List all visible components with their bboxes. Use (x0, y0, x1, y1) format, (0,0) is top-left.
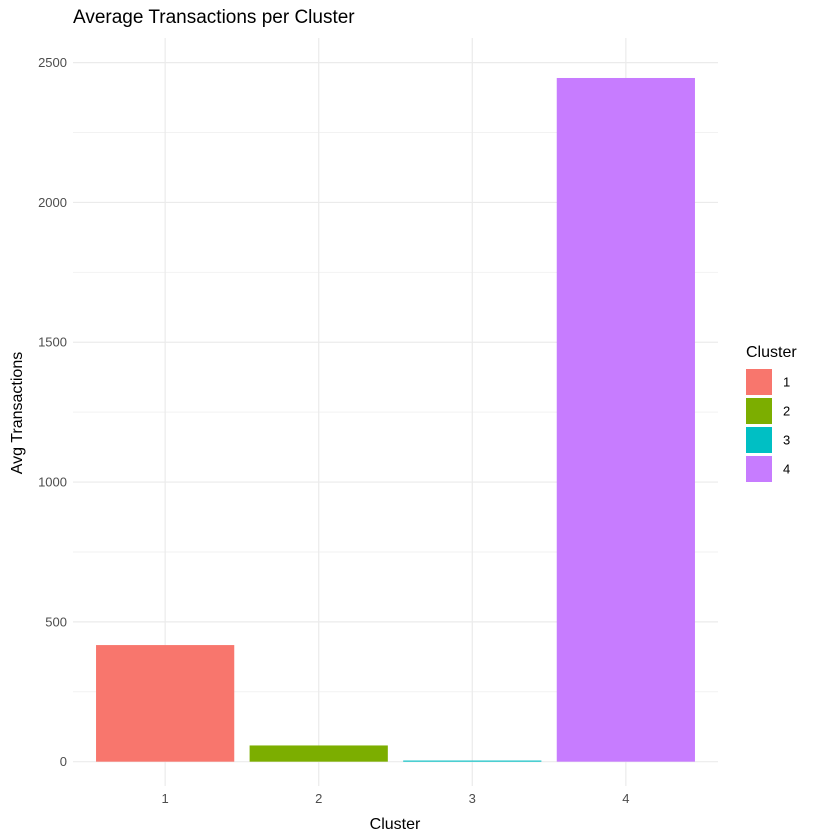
legend-items: 1 2 3 4 (746, 369, 790, 482)
legend-title: Cluster (746, 344, 797, 361)
y-tick-label: 2500 (38, 55, 67, 70)
y-tick-label: 0 (60, 754, 67, 769)
bar-cluster-2 (249, 745, 388, 762)
y-tick-label: 1500 (38, 335, 67, 350)
x-tick-label: 3 (469, 791, 476, 806)
bars-group (96, 77, 695, 762)
legend-label: 2 (783, 404, 790, 419)
y-tick-label: 1000 (38, 475, 67, 490)
legend-key-3 (746, 427, 772, 453)
chart-title: Average Transactions per Cluster (73, 7, 355, 28)
x-tick-label: 4 (622, 791, 629, 806)
legend-label: 4 (783, 462, 790, 477)
legend-label: 3 (783, 433, 790, 448)
x-axis-ticks: 1 2 3 4 (162, 791, 630, 806)
legend-key-4 (746, 456, 772, 482)
legend: Cluster 1 2 3 4 (746, 344, 797, 482)
legend-label: 1 (783, 375, 790, 390)
y-axis-title: Avg Transactions (9, 352, 26, 474)
y-axis-ticks: 0 500 1000 1500 2000 2500 (38, 55, 67, 769)
bar-cluster-1 (96, 645, 235, 762)
y-tick-label: 500 (45, 614, 67, 629)
bar-cluster-4 (556, 77, 695, 762)
legend-key-2 (746, 398, 772, 424)
y-tick-label: 2000 (38, 195, 67, 210)
x-axis-title: Cluster (370, 816, 421, 833)
bar-cluster-3 (403, 760, 542, 762)
x-tick-label: 1 (162, 791, 169, 806)
x-tick-label: 2 (315, 791, 322, 806)
legend-key-1 (746, 369, 772, 395)
